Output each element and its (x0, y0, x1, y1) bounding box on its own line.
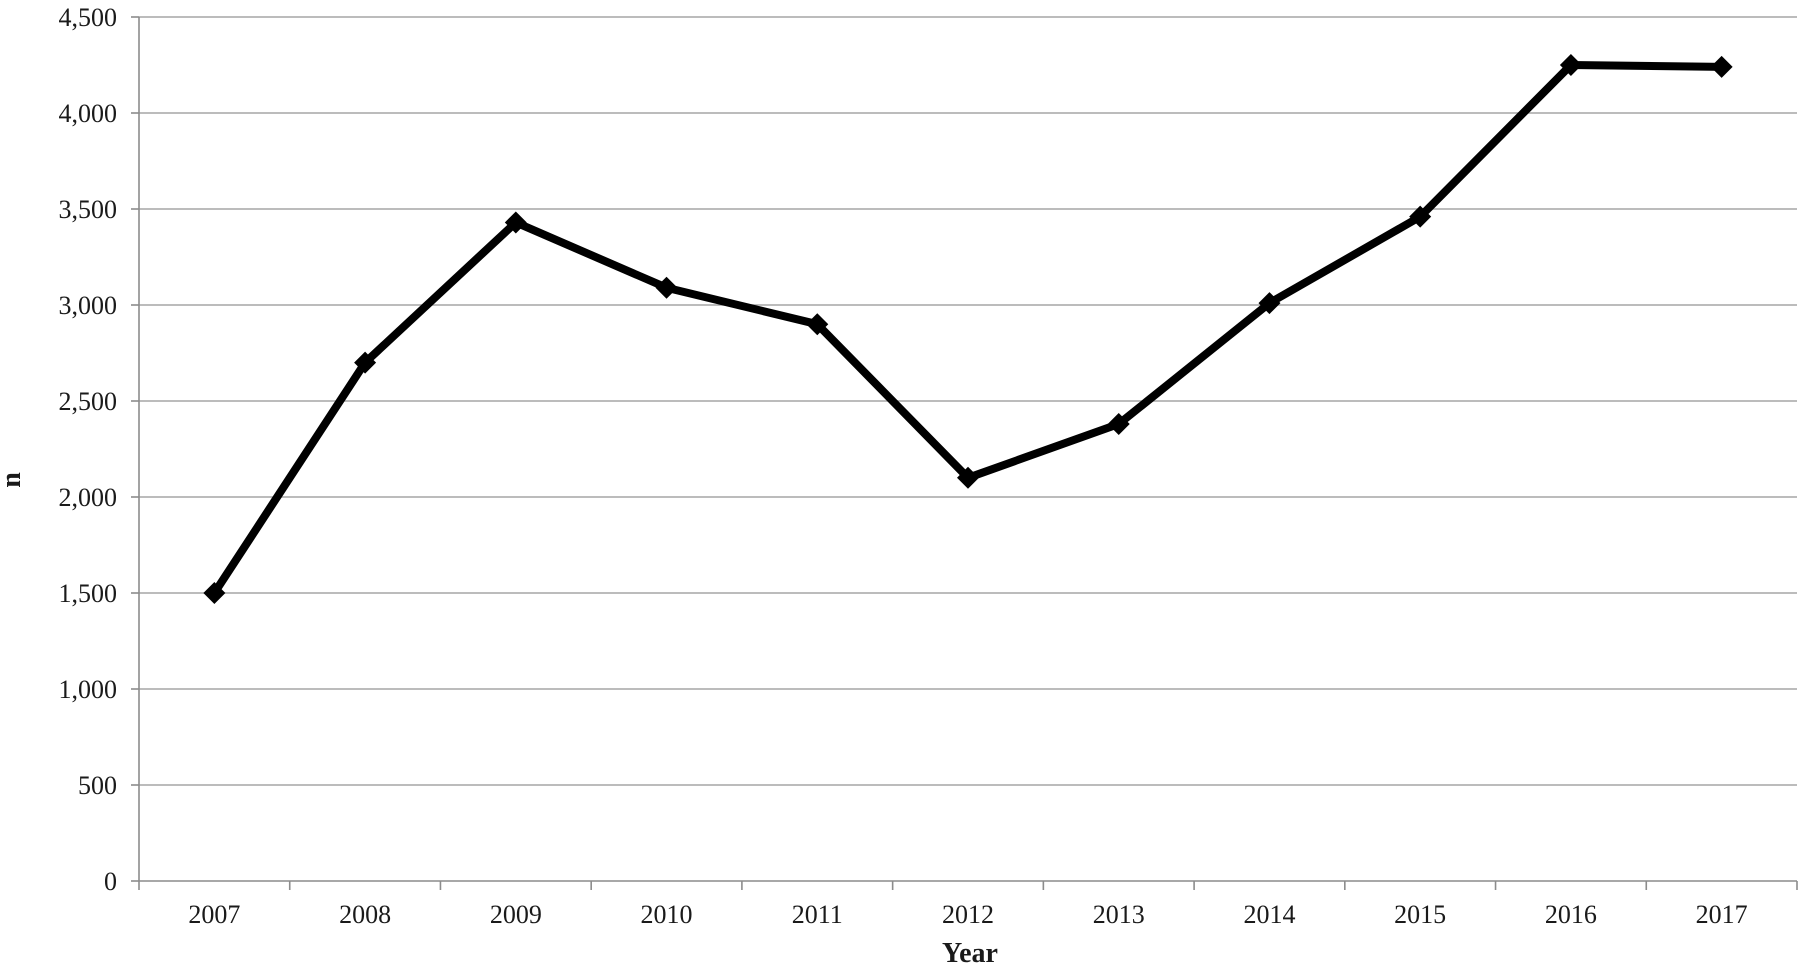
x-tick-label: 2008 (339, 900, 391, 929)
x-tick-label: 2016 (1545, 900, 1597, 929)
data-point-marker (1710, 55, 1733, 78)
data-point-marker (354, 351, 377, 374)
data-point-marker (504, 211, 527, 234)
x-axis-title: Year (942, 938, 998, 967)
series-line (210, 61, 1726, 597)
y-tick-label: 1,500 (59, 579, 118, 608)
y-tick-label: 2,500 (59, 387, 118, 416)
data-series (203, 54, 1733, 604)
y-tick-label: 4,000 (59, 99, 118, 128)
x-tick-label: 2011 (792, 900, 843, 929)
x-tick-label: 2013 (1093, 900, 1145, 929)
y-tick-label: 2,000 (59, 483, 118, 512)
y-axis-title: n (0, 472, 27, 488)
y-tick-label: 3,500 (59, 195, 118, 224)
y-tick-labels: 0 500 1,000 1,500 2,000 2,500 3,000 3,500 4,000 4… (59, 3, 118, 896)
y-tick-label: 4,500 (59, 3, 118, 32)
x-tick-label: 2012 (942, 900, 994, 929)
data-point-marker (1107, 413, 1130, 436)
axes (131, 16, 1798, 890)
x-tick-labels: 2007 2008 2009 2010 2011 2012 2013 2014 2015 2016… (188, 900, 1747, 929)
data-point-marker (1409, 205, 1432, 228)
data-point-marker (203, 582, 226, 604)
data-point-marker (806, 313, 829, 336)
y-tick-label: 1,000 (59, 675, 118, 704)
x-tick-label: 2015 (1394, 900, 1446, 929)
gridlines (139, 16, 1797, 786)
y-tick-label: 3,000 (59, 291, 118, 320)
x-tick-label: 2017 (1696, 900, 1748, 929)
x-tick-label: 2007 (188, 900, 240, 929)
data-point-marker (1559, 54, 1582, 76)
y-tick-label: 500 (78, 771, 117, 800)
data-point-marker (655, 276, 678, 299)
x-tick-label: 2009 (490, 900, 542, 929)
x-tick-label: 2014 (1243, 900, 1295, 929)
data-point-marker (957, 466, 979, 489)
x-tick-label: 2010 (641, 900, 693, 929)
data-point-marker (1258, 292, 1281, 315)
y-tick-label: 0 (104, 867, 117, 896)
